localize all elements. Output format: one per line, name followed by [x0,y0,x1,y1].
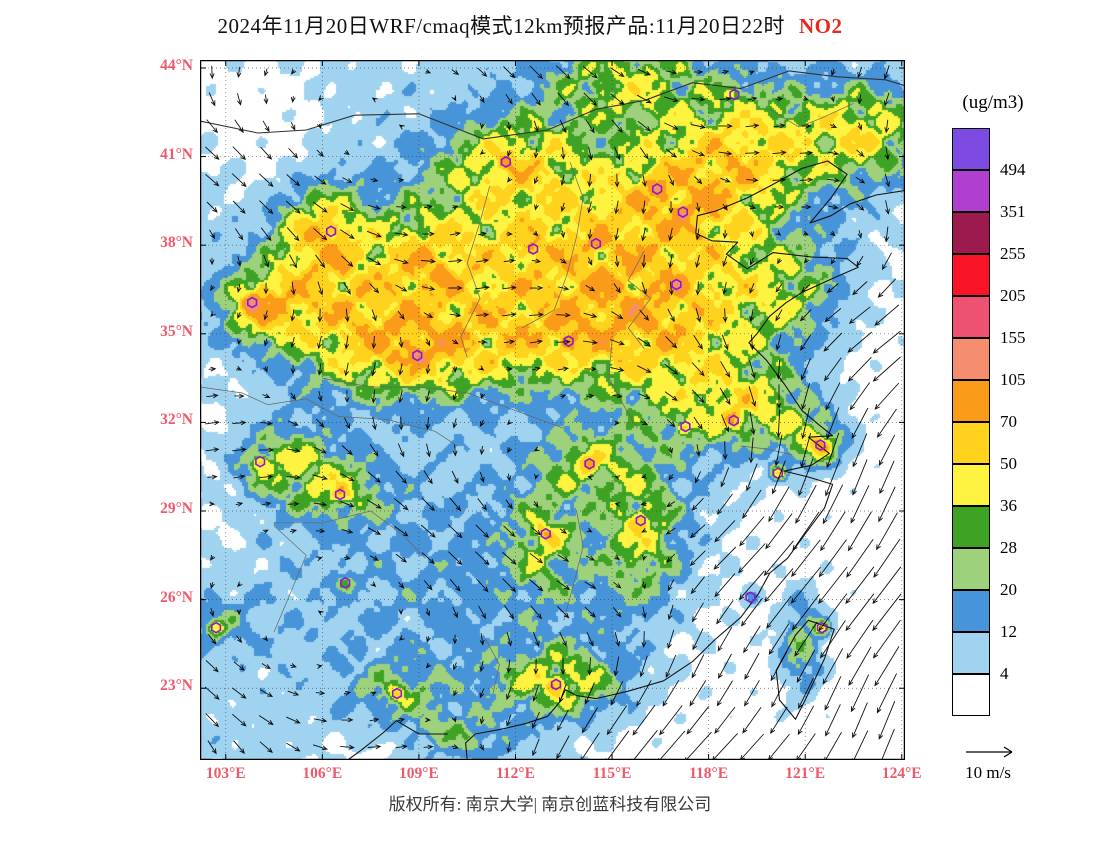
lat-tick-label: 23°N [160,677,193,695]
legend-color-box [952,128,990,170]
city-marker [745,591,756,604]
city-marker [528,243,539,255]
lon-tick-label: 124°E [881,765,922,782]
lat-tick-label: 26°N [160,588,193,606]
chart-title-text: 2024年11月20日WRF/cmaq模式12km预报产品:11月20日22时 [217,14,785,38]
city-marker [540,527,551,540]
lon-tick-label: 118°E [689,765,729,782]
coastline-gulf [347,720,448,760]
legend-color-box [952,380,990,422]
city-marker [246,296,258,309]
legend-value-label: 70 [1000,412,1017,431]
city-marker [584,457,595,470]
wind-reference-label: 10 m/s [965,763,1011,782]
city-marker [563,335,574,348]
taiwan-island-outline [775,619,835,721]
lon-tick-label: 109°E [398,765,439,782]
legend-value-label: 36 [1000,496,1017,515]
legend-color-box [952,674,990,716]
city-marker [677,206,689,219]
lat-tick-label: 32°N [160,411,193,429]
legend-color-box [952,506,990,548]
chart-title: 2024年11月20日WRF/cmaq模式12km预报产品:11月20日22时 N… [0,10,1060,40]
copyright-text: 版权所有: 南京大学| 南京创蓝科技有限公司 [388,795,712,814]
city-marker [651,183,663,196]
wind-reference-arrow [966,746,1013,758]
lat-tick-label: 38°N [160,234,193,252]
legend-color-box [952,212,990,254]
city-marker [772,467,784,480]
national-border [200,70,905,140]
lat-tick-label: 41°N [160,145,193,163]
legend-value-label: 50 [1000,454,1017,473]
lon-tick-label: 103°E [205,765,246,782]
legend-color-box [952,632,990,674]
legend-color-box [952,296,990,338]
legend-value-label: 28 [1000,538,1017,557]
legend-color-box [952,548,990,590]
legend-value-label: 12 [1000,622,1017,641]
map-overlay-layers [200,60,905,760]
province-border [769,103,854,128]
legend-value-label: 155 [1000,328,1026,347]
legend-color-box [952,170,990,212]
coastline [465,160,905,760]
city-marker [340,576,351,589]
lon-tick-label: 106°E [302,765,343,782]
legend-color-box [952,338,990,380]
city-marker [334,488,346,501]
city-marker [680,420,691,433]
city-marker [500,155,512,168]
city-marker [635,514,646,527]
map-frame-border [200,60,905,760]
city-marker [391,687,403,700]
city-marker [412,349,423,362]
legend-value-label: 205 [1000,286,1026,305]
province-border [563,510,584,621]
lat-tick-label: 29°N [160,500,193,517]
province-border [322,377,564,429]
lon-tick-label: 121°E [785,765,826,782]
legend-color-box [952,464,990,506]
legend-value-label: 105 [1000,370,1026,389]
legend-color-box [952,422,990,464]
province-border [273,525,307,633]
city-marker [729,88,740,101]
lon-tick-label: 115°E [592,765,632,782]
wind-vector-arrows [204,65,902,760]
legend-value-label: 4 [1000,664,1009,683]
province-border [482,634,500,695]
city-marker [325,225,337,238]
city-marker [816,621,828,634]
lat-tick-label: 44°N [160,56,193,74]
lat-tick-label: 35°N [160,322,193,340]
city-marker [550,678,562,691]
lon-tick-label: 112°E [496,765,535,782]
map-plot-area [200,60,905,760]
province-border [608,339,639,429]
province-border [740,445,793,456]
legend-value-label: 351 [1000,202,1026,221]
legend-value-label: 255 [1000,244,1026,263]
chart-title-species: NO2 [798,14,843,38]
colorbar-unit-label: (ug/m3) [962,92,1024,113]
city-marker [815,439,826,452]
province-border [521,162,584,329]
province-border [460,186,491,358]
city-marker [211,621,222,634]
province-border [627,250,652,349]
legend-value-label: 20 [1000,580,1017,599]
city-marker [255,455,266,468]
legend-value-label: 494 [1000,160,1026,179]
city-marker [671,278,682,291]
city-marker [590,237,602,250]
province-border [200,386,458,447]
legend-color-box [952,254,990,296]
province-border [274,510,426,559]
legend-color-box [952,590,990,632]
city-marker [728,414,739,427]
